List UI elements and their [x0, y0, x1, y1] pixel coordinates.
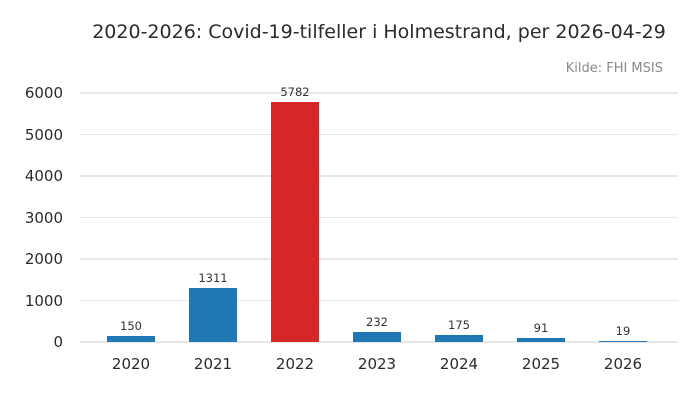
bar-2026 [599, 341, 647, 342]
plot-area: 150 1311 5782 232 175 91 19 [80, 85, 678, 343]
gridline-y-6000 [80, 92, 678, 94]
x-tick-label-2020: 2020 [111, 355, 151, 373]
bar-value-label-2025: 91 [533, 321, 549, 336]
gridline-y-0 [80, 341, 678, 343]
bar-2022 [271, 102, 319, 342]
bar-value-label-2020: 150 [120, 318, 142, 333]
x-tick-label-2025: 2025 [521, 355, 561, 373]
bar-2025 [517, 338, 565, 342]
x-tick-label-2026: 2026 [603, 355, 643, 373]
x-tick-label-2023: 2023 [357, 355, 397, 373]
y-tick-label-4000: 4000 [24, 167, 63, 185]
bar-value-label-2022: 5782 [280, 85, 310, 100]
y-tick-label-0: 0 [53, 333, 63, 351]
bar-2023 [353, 332, 401, 342]
y-tick-label-5000: 5000 [24, 125, 63, 144]
x-tick-label-2024: 2024 [439, 355, 479, 373]
gridline-y-3000 [80, 216, 678, 219]
bar-value-label-2023: 232 [366, 315, 388, 330]
bar-2024 [435, 334, 483, 342]
chart-title: 2020-2026: Covid-19-tilfeller i Holmestr… [92, 21, 666, 43]
y-tick-label-3000: 3000 [24, 208, 63, 227]
y-tick-label-1000: 1000 [24, 291, 63, 310]
bar-value-label-2026: 19 [615, 324, 631, 339]
gridline-y-2000 [80, 258, 678, 260]
y-tick-label-6000: 6000 [24, 84, 63, 102]
gridline-y-1000 [80, 299, 678, 302]
y-tick-label-2000: 2000 [24, 250, 63, 268]
gridline-y-4000 [80, 175, 678, 177]
x-tick-label-2021: 2021 [193, 355, 233, 373]
bar-2021 [189, 287, 237, 342]
bar-value-label-2024: 175 [448, 317, 470, 332]
bar-2020 [107, 335, 155, 342]
gridline-y-5000 [80, 133, 678, 136]
bar-value-label-2021: 1311 [198, 270, 228, 285]
source-note: Kilde: FHI MSIS [565, 61, 663, 76]
x-tick-label-2022: 2022 [275, 355, 315, 373]
